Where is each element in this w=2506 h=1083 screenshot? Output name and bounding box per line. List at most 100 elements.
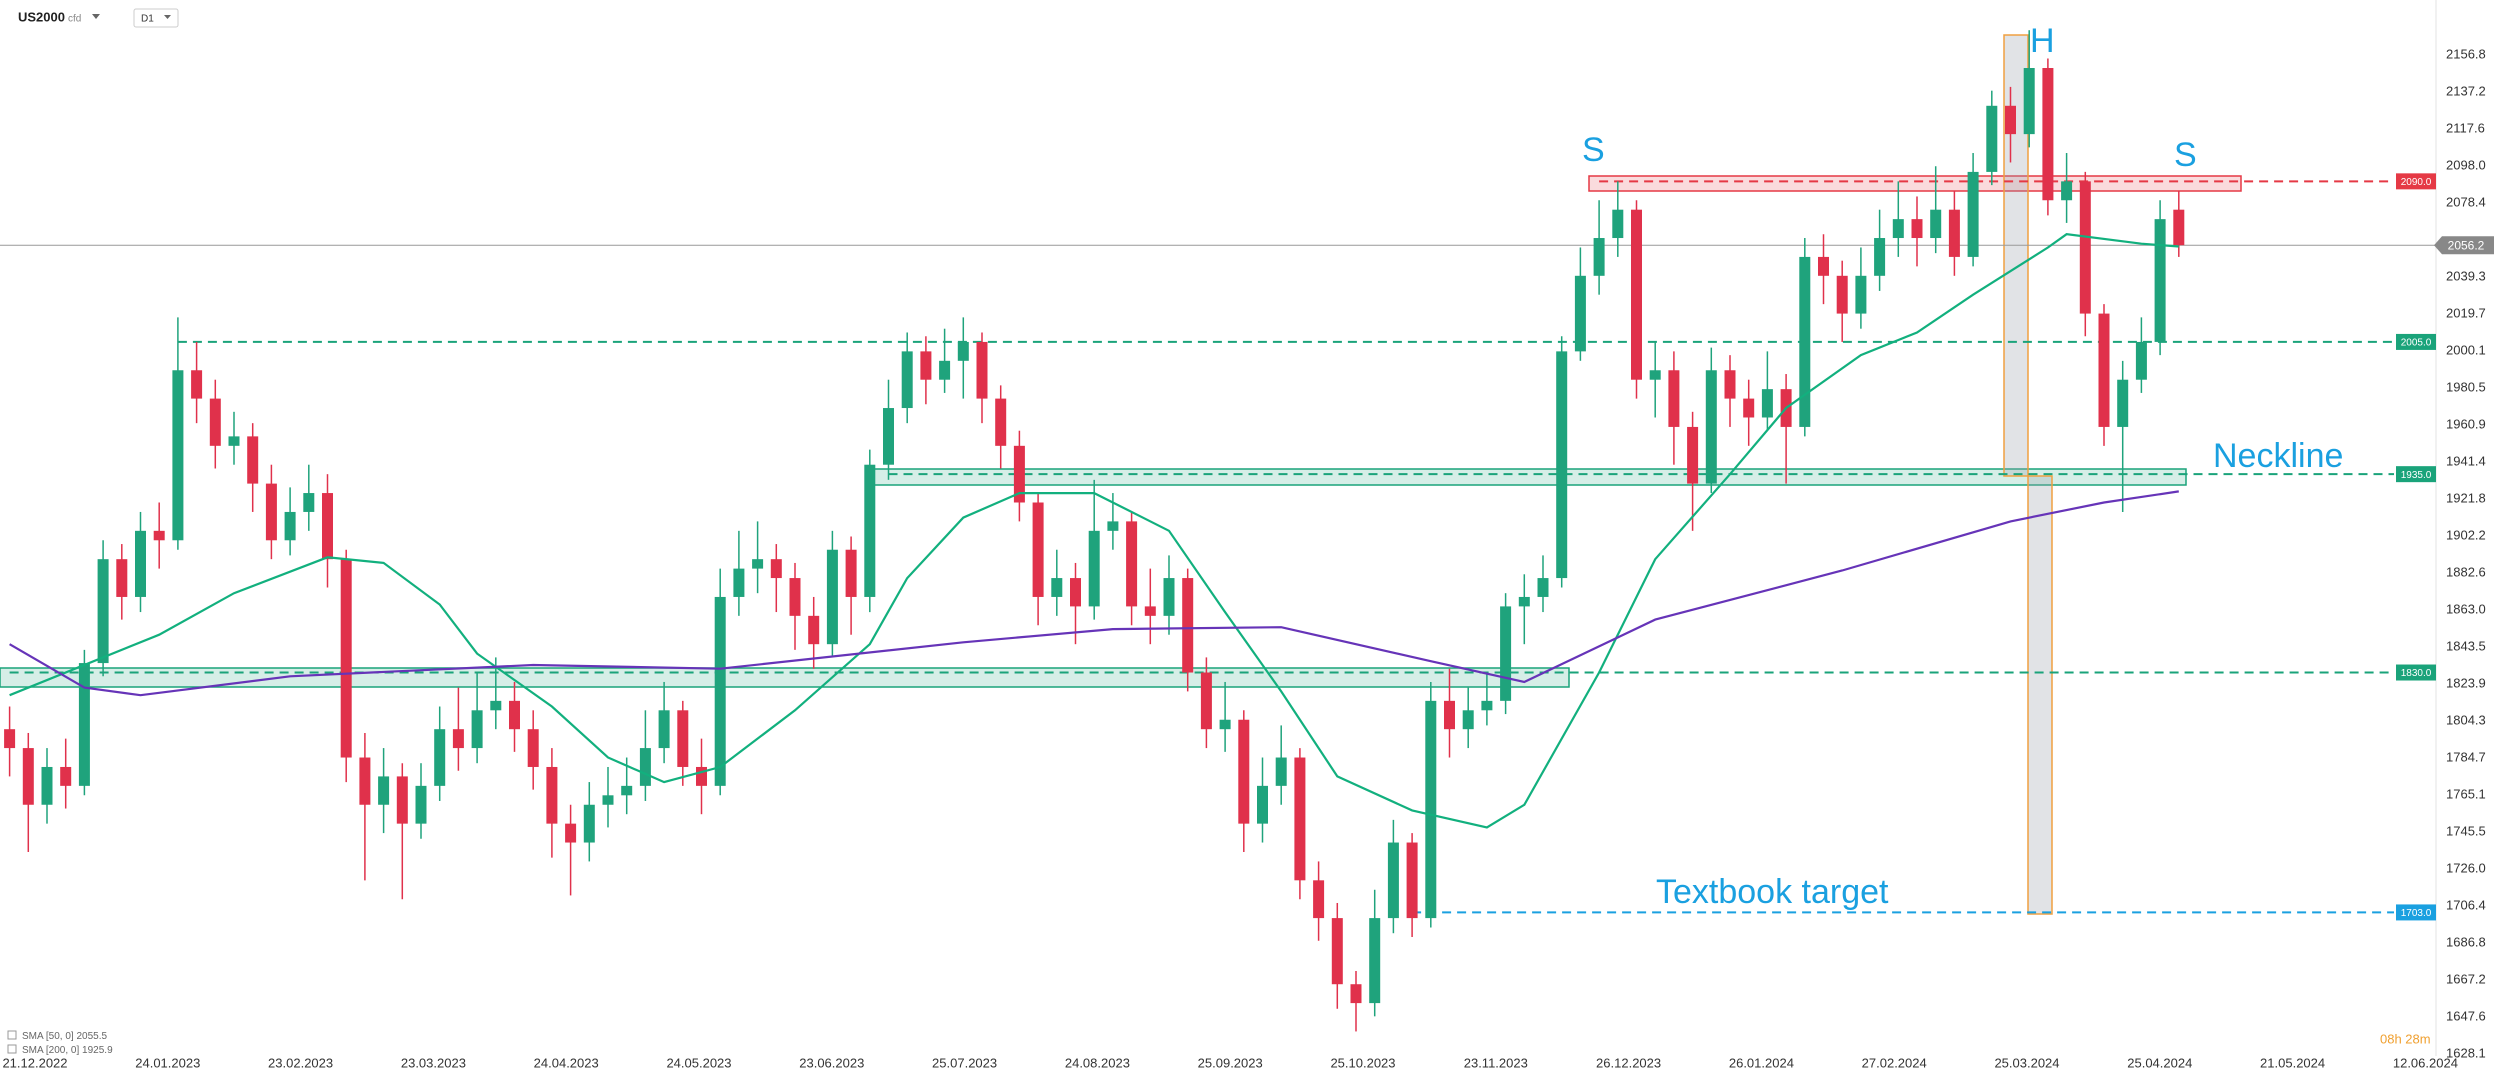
candle-body	[135, 530, 146, 597]
y-tick-label: 1726.0	[2446, 860, 2486, 875]
y-tick-label: 2156.8	[2446, 47, 2486, 62]
candle-body	[340, 559, 352, 758]
candle-body	[1275, 757, 1287, 786]
candle-body	[1144, 606, 1156, 616]
level-label: 2090.0	[2401, 177, 2432, 188]
candle-body	[4, 729, 16, 749]
y-tick-label: 1980.5	[2446, 380, 2486, 395]
candle-body	[1855, 275, 1867, 314]
candle-body	[1481, 700, 1493, 711]
candle-body	[1107, 521, 1119, 531]
candle-body	[1593, 238, 1605, 276]
candle-body	[2023, 68, 2035, 135]
x-tick-label: 25.10.2023	[1330, 1055, 1395, 1070]
candle-body	[2173, 209, 2185, 246]
x-tick-label: 25.04.2024	[2127, 1055, 2192, 1070]
level-label: 2005.0	[2401, 338, 2432, 349]
candle-body	[2098, 313, 2110, 427]
candle-body	[957, 341, 969, 361]
candle-body	[2061, 181, 2073, 201]
candle-body	[1369, 918, 1381, 1004]
candle-body	[845, 549, 857, 597]
candle-body	[1462, 710, 1474, 730]
x-tick-label: 25.03.2024	[1994, 1055, 2059, 1070]
candle-body	[1574, 275, 1586, 352]
y-tick-label: 1960.9	[2446, 417, 2486, 432]
candle-body	[733, 568, 745, 597]
level-label: 1830.0	[2401, 668, 2432, 679]
candle-body	[1331, 918, 1343, 985]
y-tick-label: 1941.4	[2446, 454, 2486, 469]
candle-body	[41, 766, 53, 805]
candle-body	[658, 710, 670, 749]
candle-body	[1874, 238, 1886, 276]
current-price-label: 2056.2	[2448, 238, 2485, 252]
candle-body	[864, 464, 876, 597]
x-tick-label: 24.05.2023	[666, 1055, 731, 1070]
candle-body	[116, 559, 128, 597]
candle-body	[939, 360, 951, 380]
candle-body	[415, 785, 427, 824]
y-tick-label: 2098.0	[2446, 158, 2486, 173]
level-label-box	[2396, 173, 2436, 190]
candle-body	[1013, 445, 1025, 503]
y-tick-label: 2078.4	[2446, 195, 2486, 210]
candle-body	[752, 559, 764, 569]
candle-body	[97, 559, 109, 664]
y-tick-label: 1628.1	[2446, 1045, 2486, 1060]
y-tick-label: 1804.3	[2446, 713, 2486, 728]
annotation-target: Textbook target	[1656, 873, 1889, 911]
neckline-zone	[870, 468, 2187, 486]
level-label-box	[2396, 333, 2436, 350]
current-price-tag	[2434, 236, 2494, 255]
legend-icon[interactable]	[7, 1044, 17, 1054]
candle-body	[901, 351, 913, 409]
candle-body	[247, 436, 259, 484]
candle-body	[1518, 596, 1530, 607]
y-tick-label: 2039.3	[2446, 269, 2486, 284]
y-tick-label: 2137.2	[2446, 84, 2486, 99]
candle-body	[1163, 578, 1175, 616]
candle-body	[60, 766, 72, 786]
y-tick-label: 1686.8	[2446, 934, 2486, 949]
legend-icon[interactable]	[7, 1030, 17, 1040]
timeframe[interactable]: D1	[141, 14, 154, 25]
annotation-neckline: Neckline	[2213, 437, 2343, 475]
candle-body	[2117, 379, 2129, 427]
annotation-head: H	[2030, 22, 2055, 60]
y-tick-label: 1706.4	[2446, 897, 2486, 912]
candle-body	[191, 370, 203, 399]
candle-body	[696, 766, 707, 786]
annotation-right-shoulder: S	[2174, 136, 2197, 174]
sma-line	[9, 490, 2179, 697]
y-tick-label: 2117.6	[2446, 121, 2485, 136]
x-tick-label: 23.02.2023	[268, 1055, 333, 1070]
candle-body	[490, 700, 502, 711]
timeframe-select[interactable]	[133, 8, 179, 28]
legend-sma200: SMA [200, 0] 1925.9	[22, 1045, 113, 1056]
candle-body	[1088, 530, 1100, 607]
level-label: 1935.0	[2401, 470, 2432, 481]
candle-body	[1406, 842, 1418, 919]
x-tick-label: 25.07.2023	[932, 1055, 997, 1070]
candle-body	[1387, 842, 1399, 919]
candle-body	[1500, 606, 1512, 701]
candle-body	[1238, 719, 1250, 824]
y-tick-label: 1902.2	[2446, 528, 2486, 543]
candle-body	[1126, 521, 1138, 607]
candle-body	[509, 700, 520, 730]
zones	[0, 34, 2242, 915]
candle-body	[1836, 275, 1848, 314]
x-tick-label: 26.12.2023	[1596, 1055, 1661, 1070]
candle-body	[770, 559, 782, 579]
x-tick-label: 21.12.2022	[2, 1055, 67, 1070]
x-tick-label: 24.08.2023	[1065, 1055, 1130, 1070]
symbol[interactable]: US2000	[18, 9, 65, 24]
x-tick-label: 21.05.2024	[2260, 1055, 2325, 1070]
resistance-zone	[1588, 175, 2242, 192]
level-label-box	[2396, 904, 2436, 921]
x-tick-label: 27.02.2024	[1862, 1055, 1927, 1070]
symbol-dropdown[interactable]	[92, 14, 100, 19]
candle-body	[1911, 219, 1923, 239]
